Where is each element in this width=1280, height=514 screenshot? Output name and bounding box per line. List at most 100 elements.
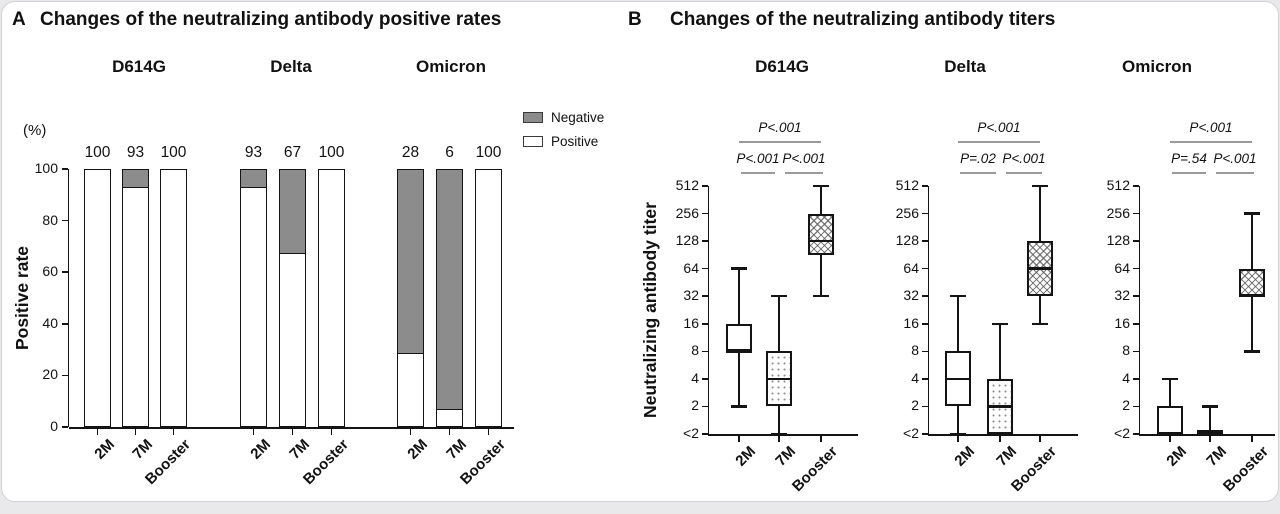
y-axis-tick	[921, 433, 928, 435]
y-axis-tick	[701, 350, 708, 353]
panel-a-title: Changes of the neutralizing antibody pos…	[40, 9, 502, 30]
x-axis-tick	[1039, 435, 1041, 442]
y-axis-tick	[61, 168, 68, 170]
box-median	[945, 377, 971, 381]
y-axis-tick-label: 0	[50, 418, 58, 434]
y-axis-tick-label: 64	[1114, 259, 1130, 276]
y-axis-tick-label: 512	[895, 177, 919, 193]
x-axis-tick	[291, 428, 294, 435]
y-axis-tick	[921, 267, 928, 270]
panel-b-group-header-delta: Delta	[944, 57, 986, 76]
y-axis-tick-label: 512	[675, 177, 699, 193]
whisker-cap-top	[813, 184, 829, 188]
whisker-cap-top	[992, 322, 1008, 326]
y-axis-tick	[921, 323, 928, 325]
p-value-label-right: P<.001	[782, 151, 826, 166]
y-axis-tick	[701, 267, 708, 270]
y-axis-tick-label: 64	[903, 259, 919, 276]
p-value-label-left: P<.001	[736, 151, 780, 166]
y-axis-tick	[61, 271, 68, 273]
whisker-cap-top	[950, 294, 966, 298]
y-axis-tick	[701, 185, 708, 187]
panel-b-group-header-d614g: D614G	[755, 57, 809, 76]
y-axis-tick-label: 2	[911, 397, 919, 414]
y-axis-tick	[1132, 323, 1139, 325]
stacked-bar	[475, 169, 502, 427]
panel-b-title: Changes of the neutralizing antibody tit…	[670, 9, 1056, 30]
whisker-cap-bottom	[950, 432, 966, 436]
legend-label-negative: Negative	[551, 110, 605, 125]
stacked-bar	[122, 169, 149, 427]
y-axis-tick-label: 4	[691, 369, 699, 386]
y-axis-tick-label: <2	[903, 425, 919, 441]
y-axis-tick	[921, 185, 928, 187]
y-axis-tick	[61, 374, 68, 377]
y-axis-tick	[61, 219, 68, 222]
whisker-cap-top	[771, 294, 787, 298]
whisker-cap-top	[1244, 212, 1260, 215]
box-median	[987, 405, 1013, 408]
box-median	[808, 239, 834, 243]
stacked-bar	[240, 169, 267, 427]
p-value-bracket-left	[960, 172, 996, 174]
p-value-bracket-right	[1006, 172, 1042, 174]
stacked-bar	[318, 169, 345, 427]
whisker-cap-bottom	[1244, 350, 1260, 353]
y-axis-tick-label: 32	[683, 287, 699, 304]
p-value-bracket-right	[785, 172, 823, 174]
x-axis-tick	[1169, 435, 1171, 442]
stacked-bar	[397, 169, 424, 427]
x-axis-tick	[96, 428, 99, 435]
whisker-cap-bottom	[1032, 322, 1048, 326]
x-axis-tick	[134, 428, 137, 435]
y-axis-tick	[61, 323, 68, 325]
y-axis-tick	[1132, 212, 1139, 215]
bar-value-label: 100	[318, 144, 345, 161]
y-axis-tick	[701, 378, 708, 380]
y-axis-tick-label: 256	[1106, 204, 1130, 221]
y-axis-tick-label: 20	[42, 366, 58, 383]
y-axis-tick	[921, 350, 928, 353]
bar-value-label: 93	[244, 144, 263, 161]
legend-item-negative: Negative	[523, 110, 604, 125]
bar-value-label: 6	[445, 144, 454, 161]
box-median	[766, 377, 792, 381]
y-axis-tick	[1132, 350, 1139, 353]
y-axis-tick-label: 8	[911, 342, 919, 359]
p-value-bracket-left	[1172, 172, 1206, 174]
figure-card: A Changes of the neutralizing antibody p…	[1, 1, 1279, 502]
y-axis-tick-label: 32	[1114, 287, 1130, 304]
panel-b-letter: B	[628, 9, 642, 30]
whisker-cap-bottom	[731, 405, 747, 408]
y-axis-tick	[701, 405, 708, 408]
box-median	[1197, 432, 1223, 436]
negative-segment	[437, 170, 462, 410]
box-iqr	[808, 213, 834, 256]
y-axis-tick	[1132, 378, 1139, 380]
x-axis-tick	[738, 435, 740, 442]
bar-value-label: 67	[283, 144, 302, 161]
p-value-bracket-overall	[1170, 141, 1252, 143]
y-axis-tick-label: <2	[1114, 425, 1130, 441]
box-iqr	[726, 323, 752, 352]
x-axis-tick	[330, 428, 333, 435]
y-axis-tick	[1132, 267, 1139, 270]
whisker-cap-top	[731, 267, 747, 270]
p-value-bracket-left	[741, 172, 775, 174]
box-median	[726, 350, 752, 353]
y-axis-tick-label: 256	[895, 204, 919, 221]
y-axis-tick-label: 16	[903, 314, 919, 331]
box-median	[1157, 432, 1183, 436]
y-axis-tick-label: 512	[1106, 177, 1130, 193]
p-value-label-left: P=.02	[960, 151, 996, 166]
y-axis-line	[1138, 186, 1140, 434]
y-axis-tick	[701, 240, 708, 242]
p-value-label-right: P<.001	[1213, 151, 1257, 166]
bar-value-label: 100	[84, 144, 111, 161]
whisker-cap-bottom	[813, 294, 829, 298]
y-axis-tick	[921, 378, 928, 380]
y-axis-tick-label: 256	[675, 204, 699, 221]
whisker-stem	[1168, 378, 1172, 434]
